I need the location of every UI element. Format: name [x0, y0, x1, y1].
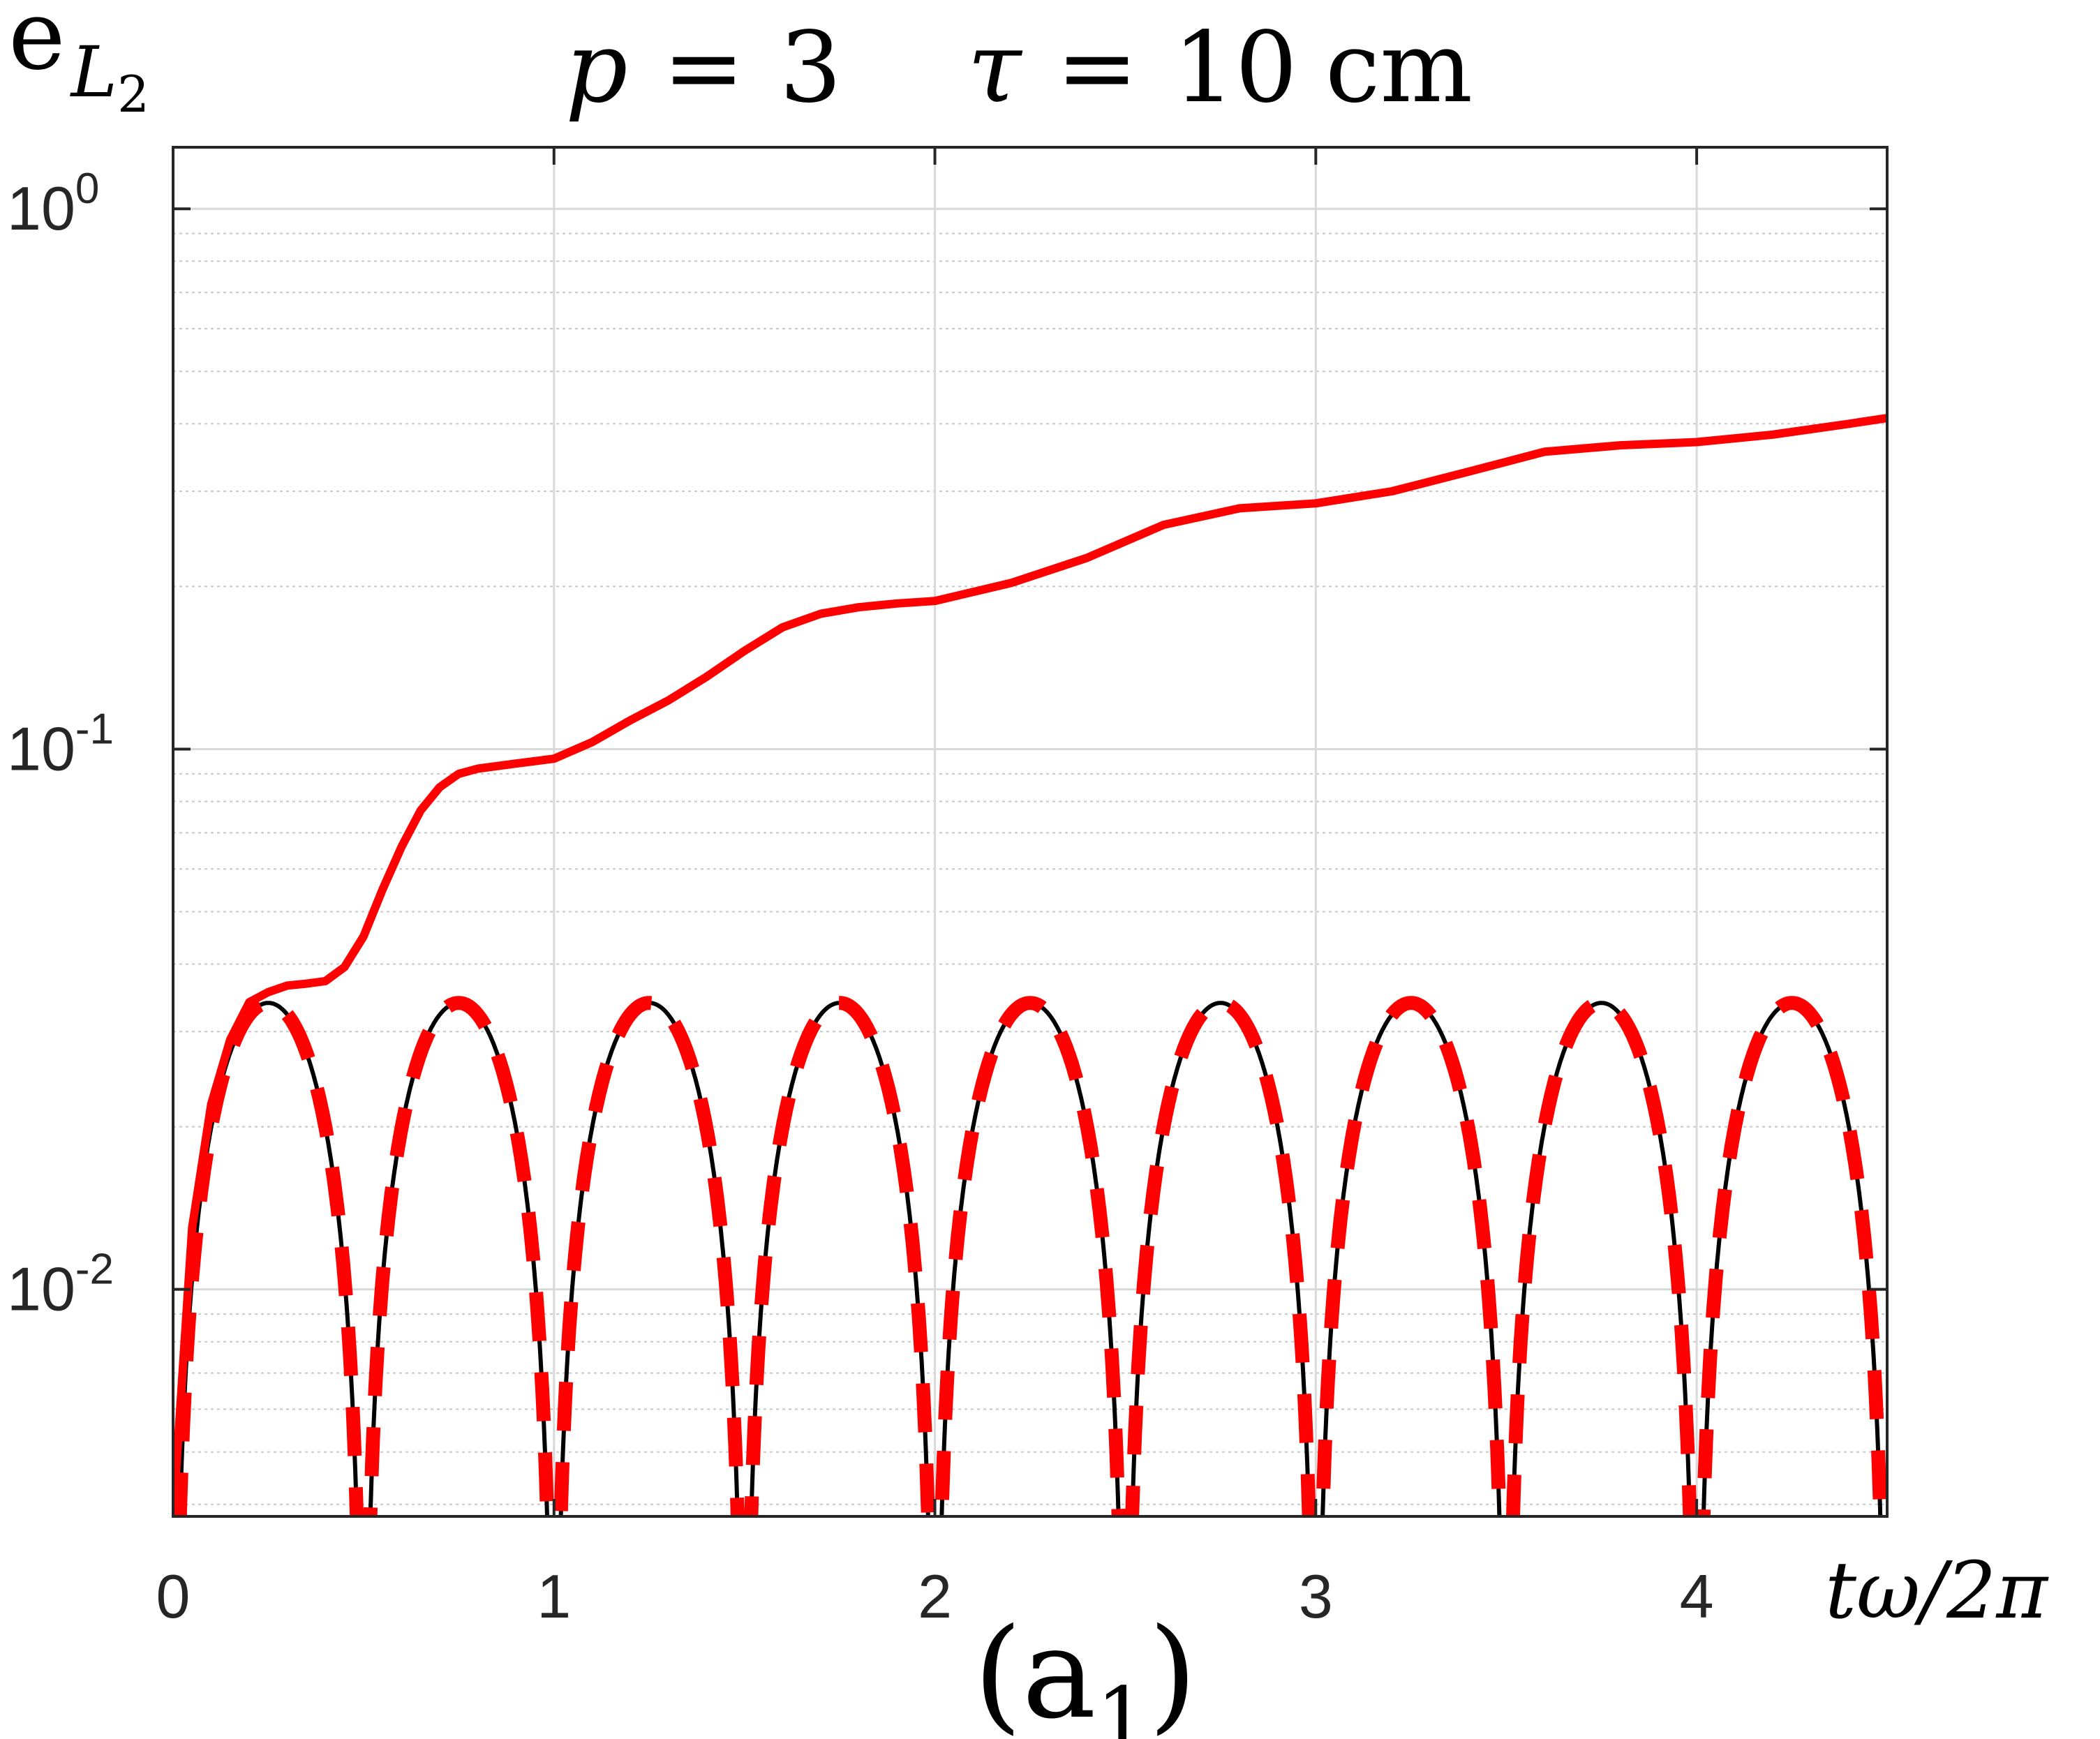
- x-tick-label: 0: [156, 1562, 191, 1631]
- series-red-solid-line: [173, 414, 1887, 1516]
- y-tick-labels: 100 10-1 10-2: [7, 165, 114, 1323]
- plot-frame: [172, 146, 1889, 1518]
- y-tick-label: 100: [7, 165, 99, 243]
- y-tick-label: 10-2: [7, 1246, 114, 1324]
- x-tick-label: 2: [918, 1562, 952, 1631]
- x-axis-label: tω/2π: [1825, 1546, 2049, 1636]
- series-red-dashed-line: [173, 996, 1887, 1516]
- y-axis-label: eL2: [8, 0, 149, 124]
- x-tick-label: 4: [1680, 1562, 1714, 1631]
- chart-title: p = 3 τ = 10 cm: [565, 11, 1473, 125]
- panel-label: (a1): [974, 1602, 1197, 1739]
- y-tick-label: 10-1: [7, 705, 114, 783]
- x-tick-label: 1: [537, 1562, 571, 1631]
- x-tick-label: 3: [1299, 1562, 1333, 1631]
- x-tick-labels: 0 1 2 3 4: [156, 1562, 1714, 1631]
- axis-ticks: [172, 147, 1887, 1516]
- plot-area: [173, 147, 1887, 1516]
